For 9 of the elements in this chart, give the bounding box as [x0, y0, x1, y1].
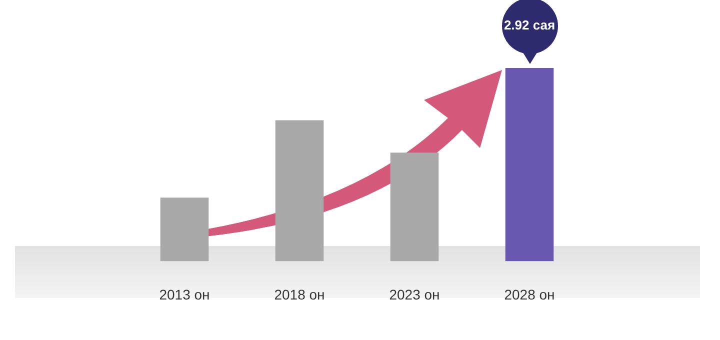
- bar: [390, 152, 439, 262]
- bar: [505, 68, 554, 262]
- x-tick-label: 2023 он: [389, 286, 440, 302]
- bar: [275, 120, 324, 262]
- data-label: 2.92 сая: [504, 18, 556, 33]
- x-tick-label: 2018 он: [274, 286, 325, 302]
- x-tick-label: 2028 он: [504, 286, 555, 302]
- x-tick-label: 2013 он: [159, 286, 210, 302]
- bar: [160, 198, 209, 262]
